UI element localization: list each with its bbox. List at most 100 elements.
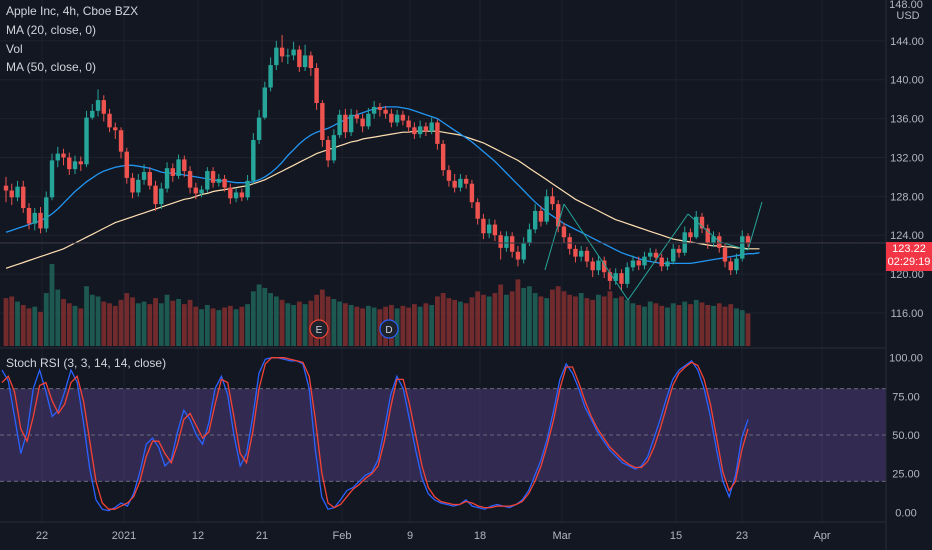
volume-bar [630, 303, 636, 346]
candle-body [113, 127, 118, 131]
candle-body [602, 260, 607, 273]
volume-bar [682, 301, 688, 346]
volume-bar [331, 299, 337, 346]
rsi-tick-label: 75.00 [892, 391, 920, 403]
candle-body [561, 226, 567, 238]
candle-body [233, 192, 239, 199]
volume-bar [268, 293, 273, 346]
legend-ma50[interactable]: MA (50, close, 0) [6, 60, 97, 74]
time-tick-label: 9 [407, 530, 413, 542]
candle-body [366, 113, 371, 127]
candle-body [636, 260, 641, 266]
volume-bar [66, 303, 72, 346]
price-tick-label: 140.00 [890, 75, 924, 87]
trendlines[interactable] [544, 201, 763, 301]
volume-bar [291, 305, 296, 346]
ma20-line [5, 106, 760, 265]
price-axis-top-tick: 148.00 [889, 0, 923, 11]
candle-body [699, 216, 705, 229]
volume-bar [222, 307, 227, 346]
candle-body [481, 218, 486, 234]
candle-body [61, 153, 66, 158]
ma20-path [5, 106, 760, 265]
candle-body [9, 190, 14, 198]
rsi-axis[interactable]: 0.00 25.00 50.00 75.00 100.00 [889, 353, 923, 520]
time-axis[interactable]: 22 2021 12 21 Feb 9 18 Mar 15 23 Apr [36, 530, 831, 542]
candle-body [21, 186, 26, 209]
candle-body [153, 185, 158, 205]
candle-body [613, 273, 618, 281]
volume-bar [578, 293, 584, 346]
volume-bar [354, 306, 360, 346]
time-tick-label: 12 [192, 530, 204, 542]
volume-bar [452, 299, 458, 346]
candle-body [596, 260, 601, 271]
volume-bar [348, 305, 354, 346]
volume-bar [486, 296, 492, 346]
volume-bar [239, 306, 245, 346]
candles[interactable] [3, 34, 751, 291]
candle-body [740, 236, 745, 259]
candle-body [44, 197, 49, 229]
legend-symbol[interactable]: Apple Inc, 4h, Cboe BZX [6, 4, 139, 18]
candle-body [429, 122, 434, 132]
volume-bar [49, 264, 55, 346]
event-marker-label: D [385, 325, 392, 336]
trendline-segment [747, 201, 763, 251]
time-tick-label: 2021 [112, 530, 136, 542]
volume-bar [84, 286, 89, 346]
time-tick-label: 18 [474, 530, 486, 542]
volume-bar [665, 307, 670, 346]
candle-body [648, 252, 653, 257]
legend-vol[interactable]: Vol [6, 42, 23, 56]
volume-bar [112, 305, 118, 346]
candle-body [705, 228, 710, 244]
candle-body [630, 260, 636, 268]
ma50-path [5, 130, 760, 269]
volume-bar [446, 298, 452, 346]
volume-bar [360, 308, 366, 346]
candle-body [325, 139, 331, 161]
volume-bar [544, 298, 550, 346]
volume-bar [567, 294, 573, 346]
candle-body [239, 192, 245, 198]
currency-label: USD [896, 10, 919, 22]
volume-bar [32, 306, 38, 346]
candle-body [671, 248, 676, 262]
time-tick-label: Apr [813, 530, 830, 542]
candle-body [475, 202, 480, 219]
candle-body [509, 236, 515, 252]
candle-body [343, 114, 348, 133]
volume-bar [245, 304, 250, 346]
volume-bar [118, 299, 124, 346]
volume-bar [9, 296, 15, 346]
price-tick-label: 124.00 [890, 230, 924, 242]
candle-body [486, 224, 492, 234]
volume-bar [187, 299, 193, 346]
legend-ma20[interactable]: MA (20, close, 0) [6, 23, 97, 37]
volume-bar [458, 301, 463, 346]
legend-stoch-rsi[interactable]: Stoch RSI (3, 3, 14, 14, close) [6, 356, 167, 370]
candle-body [320, 103, 325, 140]
candle-body [360, 118, 365, 127]
trendline-segment [563, 203, 629, 301]
volume-bar [181, 304, 187, 346]
price-tick-label: 120.00 [890, 269, 924, 281]
volume-bar [745, 313, 751, 346]
candle-body [492, 224, 498, 236]
candle-body [147, 172, 152, 186]
volume-bar [95, 296, 101, 346]
price-axis[interactable]: 116.00 120.00 124.00 128.00 132.00 136.00 140.… [890, 36, 924, 320]
volume-bar [135, 303, 141, 346]
volume-bar [193, 306, 199, 346]
candle-body [72, 161, 78, 170]
candle-body [245, 180, 250, 198]
candle-body [308, 55, 314, 69]
volume-bar [15, 301, 20, 346]
candle-body [389, 113, 394, 123]
time-tick-label: Feb [333, 530, 352, 542]
volume-bar [147, 304, 153, 346]
